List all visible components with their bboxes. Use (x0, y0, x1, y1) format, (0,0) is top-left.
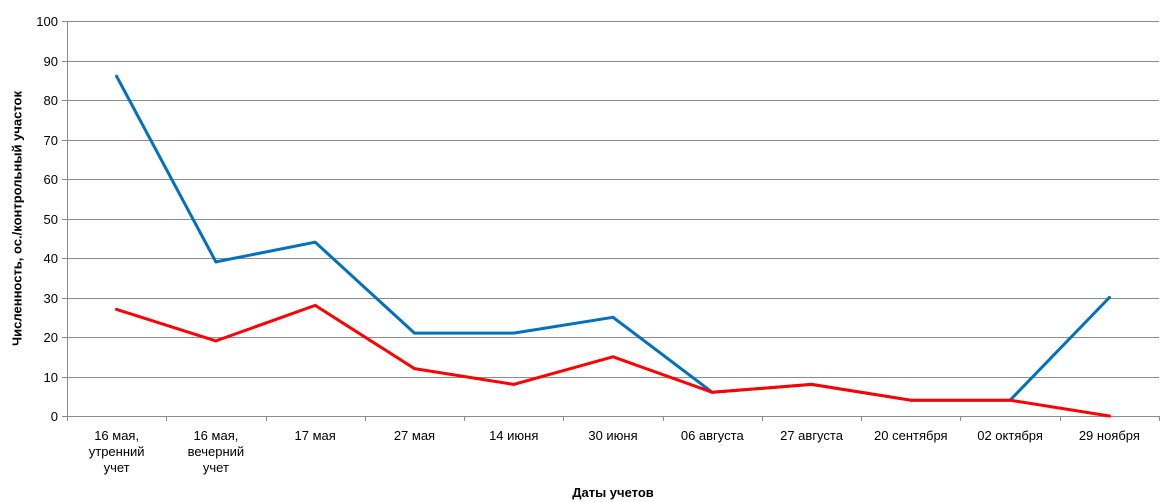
series-line-1 (115, 74, 1111, 402)
x-tick-label-line: учет (203, 460, 229, 475)
data-point (313, 303, 317, 307)
y-tick-label: 50 (44, 212, 58, 227)
x-tick-label: 16 мая, вечерний учет (188, 428, 245, 475)
y-axis-title: Численность, ос./контрольный участок (9, 91, 24, 346)
data-point (1107, 414, 1111, 418)
y-tick-labels: 0 10 20 30 40 50 60 70 80 90 100 (36, 14, 58, 424)
axes (62, 21, 1160, 421)
data-point (810, 382, 814, 386)
x-tick-label: 17 мая (295, 428, 336, 443)
data-point (214, 339, 218, 343)
y-tick-label: 30 (44, 291, 58, 306)
x-tick-label-line: учет (104, 460, 130, 475)
data-point (1008, 398, 1012, 402)
x-tick-label-line: 17 мая (295, 428, 336, 443)
x-tick-label-line: 30 июня (588, 428, 637, 443)
y-tick-label: 80 (44, 93, 58, 108)
x-tick-label: 14 июня (489, 428, 538, 443)
y-tick-label: 0 (51, 409, 58, 424)
y-tick-label: 70 (44, 133, 58, 148)
data-point (1107, 296, 1111, 299)
x-tick-label-line: 20 сентября (874, 428, 948, 443)
x-tick-label-line: утренний (89, 444, 145, 459)
y-tick-label: 40 (44, 251, 58, 266)
x-tick-label: 06 августа (681, 428, 745, 443)
data-point (611, 315, 615, 319)
y-tick-label: 10 (44, 370, 58, 385)
x-tick-label-line: 16 мая, (193, 428, 238, 443)
x-tick-label: 30 июня (588, 428, 637, 443)
x-tick-label: 16 мая, утренний учет (89, 428, 145, 475)
x-axis-title: Даты учетов (572, 485, 654, 500)
x-tick-label-line: 16 мая, (94, 428, 139, 443)
x-tick-label-line: 27 августа (780, 428, 844, 443)
x-tick-label-line: 14 июня (489, 428, 538, 443)
y-tick-label: 60 (44, 172, 58, 187)
data-point (611, 355, 615, 359)
x-tick-label: 02 октября (977, 428, 1043, 443)
data-point (710, 390, 714, 394)
data-point (512, 331, 516, 335)
data-point (412, 367, 416, 371)
x-tick-label-line: 02 октября (977, 428, 1043, 443)
y-tick-label: 100 (36, 14, 58, 29)
series-lines (115, 74, 1111, 418)
y-tick-label: 20 (44, 330, 58, 345)
x-tick-label: 20 сентября (874, 428, 948, 443)
x-tick-label: 27 мая (394, 428, 435, 443)
x-tick-label-line: 06 августа (681, 428, 745, 443)
y-tick-label: 90 (44, 54, 58, 69)
x-tick-label-line: 29 ноября (1079, 428, 1140, 443)
data-point (115, 307, 119, 311)
data-point (512, 382, 516, 386)
series-line-2 (115, 303, 1111, 418)
data-point (412, 331, 416, 335)
data-point (214, 260, 218, 264)
data-point (909, 398, 913, 402)
x-tick-label: 29 ноября (1079, 428, 1140, 443)
x-tick-label-line: вечерний (188, 444, 245, 459)
data-point (115, 74, 119, 78)
x-tick-label-line: 27 мая (394, 428, 435, 443)
gridlines (67, 21, 1159, 378)
data-point (313, 240, 317, 244)
x-tick-label: 27 августа (780, 428, 844, 443)
